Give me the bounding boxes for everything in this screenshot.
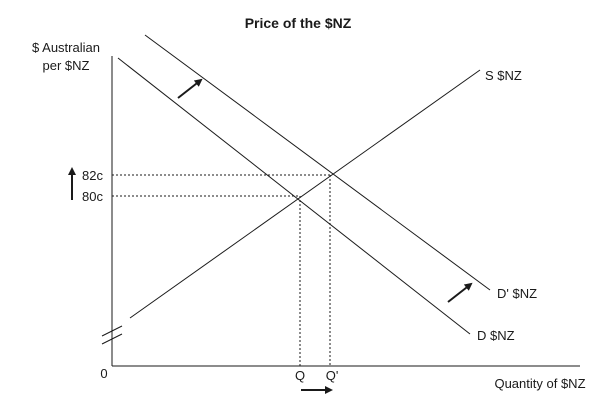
new-demand-curve-label: D' $NZ	[497, 286, 537, 301]
diagram-title: Price of the $NZ	[245, 15, 352, 31]
demand-curve-label: D $NZ	[477, 328, 515, 343]
demand-shift-arrow-top	[177, 78, 203, 99]
x-axis-label: Quantity of $NZ	[494, 376, 585, 391]
y-axis-label-line1: $ Australian	[32, 40, 100, 55]
demand-shift-arrow-bottom	[447, 282, 473, 303]
supply-curve	[129, 69, 481, 319]
axis-break-mark-2	[101, 333, 123, 345]
new-demand-curve	[144, 34, 491, 291]
y-axis-label-line2: per $NZ	[43, 58, 90, 73]
old-quantity-label: Q	[295, 368, 305, 383]
old-price-label: 80c	[82, 189, 103, 204]
axis-break-mark-1	[101, 325, 123, 337]
new-price-label: 82c	[82, 168, 103, 183]
supply-curve-label: S $NZ	[485, 68, 522, 83]
origin-label: 0	[100, 366, 107, 381]
new-quantity-label: Q'	[326, 368, 339, 383]
